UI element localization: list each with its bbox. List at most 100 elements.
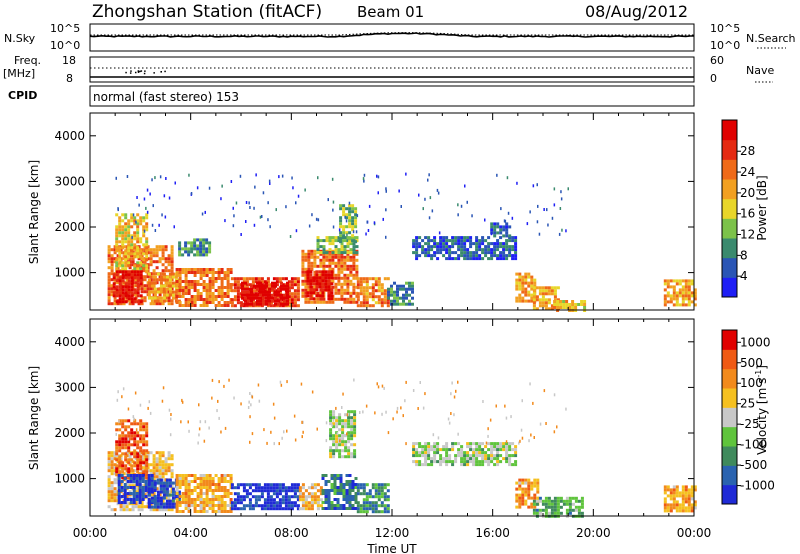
heatmap-cell xyxy=(269,489,273,493)
heatmap-cell xyxy=(319,273,323,277)
heatmap-cell xyxy=(115,234,119,238)
heatmap-cell xyxy=(348,507,352,510)
heatmap-cell xyxy=(214,495,218,498)
heatmap-cell xyxy=(329,410,333,414)
heatmap-cell xyxy=(402,414,404,418)
heatmap-cell xyxy=(193,474,197,477)
heatmap-cell xyxy=(107,266,111,270)
heatmap-cell xyxy=(167,466,171,470)
heatmap-cell xyxy=(580,505,584,509)
heatmap-cell xyxy=(342,483,346,486)
heatmap-cell xyxy=(345,483,349,486)
heatmap-cell xyxy=(146,275,150,279)
heatmap-cell xyxy=(296,495,300,499)
heatmap-cell xyxy=(574,496,578,500)
heatmap-cell xyxy=(113,251,117,255)
heatmap-cell xyxy=(139,449,143,453)
heatmap-cell xyxy=(316,242,320,246)
heatmap-cell xyxy=(162,493,166,497)
heatmap-cell xyxy=(132,480,136,483)
heatmap-cell xyxy=(175,483,179,486)
heatmap-cell xyxy=(263,489,267,493)
heatmap-cell xyxy=(107,251,111,255)
heatmap-cell xyxy=(301,495,305,499)
heatmap-cell xyxy=(122,387,125,391)
heatmap-cell xyxy=(137,508,141,512)
heatmap-cell xyxy=(343,282,347,286)
heatmap-cell xyxy=(178,241,182,245)
heatmap-cell xyxy=(319,297,323,301)
heatmap-cell xyxy=(281,436,283,440)
heatmap-cell xyxy=(196,486,200,489)
heatmap-cell xyxy=(140,505,144,509)
heatmap-cell xyxy=(310,507,314,511)
heatmap-cell xyxy=(147,272,151,276)
heatmap-cell xyxy=(460,451,464,455)
heatmap-cell xyxy=(130,279,134,283)
heatmap-cell xyxy=(338,437,342,441)
nsearch-label: N.Search xyxy=(746,32,796,45)
nave-dot xyxy=(137,71,140,73)
heatmap-cell xyxy=(184,244,188,248)
heatmap-cell xyxy=(268,299,271,303)
heatmap-cell xyxy=(496,225,500,229)
heatmap-cell xyxy=(505,254,509,258)
heatmap-cell xyxy=(466,200,468,204)
x-tick-label: 04:00 xyxy=(173,526,208,540)
heatmap-cell xyxy=(127,264,131,268)
heatmap-cell xyxy=(164,245,168,249)
heatmap-cell xyxy=(328,267,332,271)
heatmap-cell xyxy=(321,489,325,492)
heatmap-cell xyxy=(220,501,224,504)
heatmap-cell xyxy=(226,286,230,289)
heatmap-cell xyxy=(317,218,320,222)
heatmap-cell xyxy=(275,504,279,508)
heatmap-cell xyxy=(339,483,343,486)
heatmap-cell xyxy=(571,303,575,306)
heatmap-cell xyxy=(309,297,313,301)
heatmap-cell xyxy=(118,300,122,304)
heatmap-cell xyxy=(278,489,282,493)
heatmap-cell xyxy=(202,304,206,307)
heatmap-cell xyxy=(349,291,353,295)
heatmap-cell xyxy=(341,419,345,423)
heatmap-cell xyxy=(184,483,188,486)
heatmap-cell xyxy=(127,243,131,247)
heatmap-cell xyxy=(115,273,119,277)
heatmap-cell xyxy=(184,495,188,498)
heatmap-cell xyxy=(332,452,336,456)
heatmap-cell xyxy=(293,492,297,496)
heatmap-cell xyxy=(220,280,224,283)
heatmap-cell xyxy=(121,434,125,438)
heatmap-cell xyxy=(356,483,360,487)
heatmap-cell xyxy=(262,296,265,300)
heatmap-cell xyxy=(190,474,194,477)
heatmap-cell xyxy=(140,296,144,300)
heatmap-cell xyxy=(145,270,149,274)
nsky-panel: N.Sky 10^5 10^0 10^5 10^0 N.Search xyxy=(4,22,796,52)
heatmap-cell xyxy=(296,304,300,308)
heatmap-cell xyxy=(385,208,387,212)
heatmap-cell xyxy=(229,492,233,495)
heatmap-cell xyxy=(171,281,175,285)
heatmap-cell xyxy=(559,496,563,500)
heatmap-cell xyxy=(530,287,534,291)
heatmap-cell xyxy=(130,437,134,441)
heatmap-cell xyxy=(153,287,157,291)
heatmap-cell xyxy=(684,294,688,298)
heatmap-cell xyxy=(284,501,288,505)
heatmap-cell xyxy=(385,235,387,239)
heatmap-cell xyxy=(155,472,159,476)
heatmap-cell xyxy=(142,440,146,444)
heatmap-cell xyxy=(327,507,331,510)
heatmap-cell xyxy=(178,280,182,283)
heatmap-cell xyxy=(118,258,122,262)
heatmap-cell xyxy=(118,240,122,244)
heatmap-cell xyxy=(669,494,673,498)
heatmap-cell xyxy=(118,279,122,283)
heatmap-cell xyxy=(113,457,117,461)
heatmap-cell xyxy=(484,254,488,258)
heatmap-cell xyxy=(233,280,237,284)
heatmap-cell xyxy=(565,306,569,309)
heatmap-cell xyxy=(524,275,528,279)
